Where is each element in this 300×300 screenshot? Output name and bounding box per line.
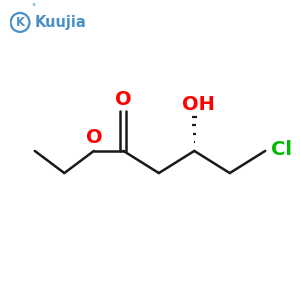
Text: OH: OH (182, 95, 215, 114)
Text: K: K (16, 16, 25, 29)
Text: O: O (85, 128, 102, 147)
Text: Kuujia: Kuujia (35, 15, 87, 30)
Text: O: O (115, 90, 132, 109)
Text: °: ° (31, 3, 35, 12)
Text: Cl: Cl (271, 140, 292, 159)
